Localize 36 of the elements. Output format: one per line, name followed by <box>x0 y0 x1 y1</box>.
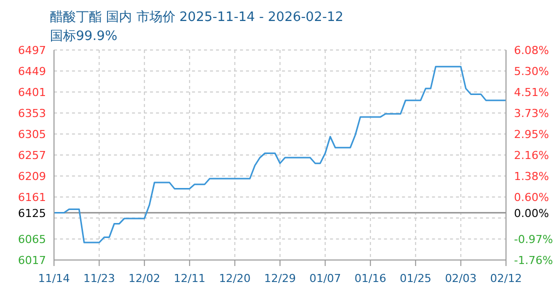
y-tick-label: 6305 <box>18 128 46 141</box>
y-tick-label: 6125 <box>18 206 46 220</box>
x-tick-label: 01/25 <box>400 272 432 285</box>
x-tick-label: 02/03 <box>444 272 477 285</box>
y2-tick-label: -1.76% <box>514 254 553 267</box>
y2-tick-label: 2.95% <box>514 128 549 141</box>
y2-tick-label: 2.16% <box>514 149 549 162</box>
y2-tick-label: 5.30% <box>514 64 549 78</box>
x-tick-label: 12/11 <box>174 272 206 285</box>
y2-tick-label: 0.60% <box>514 190 549 204</box>
chart-subtitle: 国标99.9% <box>50 28 118 46</box>
y2-tick-label: 4.51% <box>514 86 549 100</box>
y2-tick-label: 6.08% <box>514 44 549 57</box>
y2-tick-label: 3.73% <box>514 106 549 120</box>
x-tick-label: 12/02 <box>128 272 160 285</box>
y-tick-label: 6401 <box>18 86 46 99</box>
y-tick-label: 6257 <box>18 149 46 162</box>
y-tick-label: 6497 <box>18 44 46 57</box>
y-tick-label: 6065 <box>18 233 46 246</box>
x-tick-label: 01/07 <box>309 272 342 285</box>
x-tick-label: 01/16 <box>354 272 386 285</box>
y-tick-label: 6161 <box>18 191 46 204</box>
x-tick-label: 11/14 <box>38 272 70 285</box>
y-tick-label: 6017 <box>18 254 46 267</box>
y-tick-label: 6209 <box>18 170 46 183</box>
x-tick-label: 11/23 <box>83 272 116 285</box>
y-tick-label: 6353 <box>18 107 46 120</box>
y2-tick-label: 0.00% <box>514 206 549 220</box>
y2-tick-label: -0.97% <box>514 232 553 246</box>
chart-title: 醋酸丁酯 国内 市场价 2025-11-14 - 2026-02-12 <box>50 9 344 27</box>
y-tick-label: 6449 <box>18 65 46 78</box>
x-tick-label: 12/29 <box>264 272 296 285</box>
x-tick-label: 02/12 <box>490 272 522 285</box>
x-tick-label: 12/20 <box>218 272 251 285</box>
y2-tick-label: 1.38% <box>514 170 549 183</box>
line-series <box>54 66 506 244</box>
